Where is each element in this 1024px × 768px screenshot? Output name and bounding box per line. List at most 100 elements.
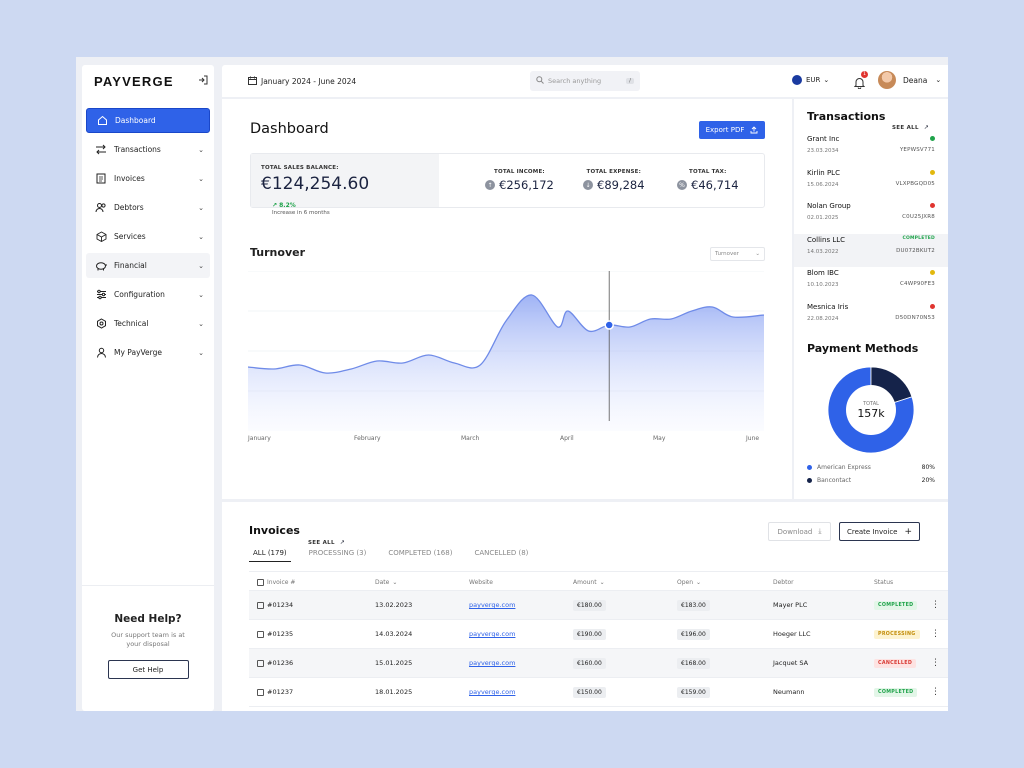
row-checkbox[interactable] (257, 630, 264, 638)
sidebar-item-technical[interactable]: Technical ⌄ (86, 311, 210, 336)
create-invoice-button[interactable]: Create Invoice + (839, 522, 920, 541)
cog-icon (94, 318, 108, 330)
chevron-down-icon: ⌄ (198, 174, 204, 183)
invoice-amount: €160.00 (573, 657, 606, 669)
sidebar-nav: Dashboard Transactions ⌄ Invoices ⌄ Debt… (82, 108, 214, 365)
table-row[interactable]: #01237 18.01.2025 payverge.com €150.00 €… (249, 678, 948, 707)
user-menu[interactable]: Deana ⌄ (878, 71, 941, 89)
row-checkbox[interactable] (257, 688, 264, 696)
sidebar-item-label: Financial (114, 261, 147, 270)
more-options-icon[interactable]: ⋮ (931, 629, 940, 639)
total-expense-label: TOTAL EXPENSE: (586, 169, 642, 175)
select-all-checkbox[interactable] (257, 578, 264, 586)
stats-card: TOTAL SALES BALANCE: €124,254.60 ↗ 8.2% … (250, 153, 765, 216)
more-options-icon[interactable]: ⋮ (931, 658, 940, 668)
sidebar-item-transactions[interactable]: Transactions ⌄ (86, 137, 210, 162)
tab-cancelled[interactable]: CANCELLED (8) (474, 549, 529, 557)
tab-all[interactable]: ALL (179) (249, 548, 291, 562)
payment-methods-donut[interactable]: TOTAL 157k (828, 367, 914, 453)
transaction-item[interactable]: Grant Inc 23.03.2034 YEPWSV771 (794, 133, 948, 167)
chart-highlight-point[interactable] (604, 320, 614, 330)
sidebar-item-dashboard[interactable]: Dashboard (86, 108, 210, 133)
column-header-date[interactable]: Date (375, 578, 390, 586)
more-options-icon[interactable]: ⋮ (931, 687, 940, 697)
table-row[interactable]: #01234 13.02.2023 payverge.com €180.00 €… (249, 591, 948, 620)
status-dot (930, 203, 935, 209)
legend-pct: 80% (921, 464, 935, 471)
transaction-item[interactable]: Collins LLC 14.03.2022 COMPLETED DU072BK… (794, 233, 948, 268)
tab-completed[interactable]: COMPLETED (168) (388, 549, 453, 557)
sidebar-item-my-payverge[interactable]: My PayVerge ⌄ (86, 340, 210, 365)
row-checkbox[interactable] (257, 659, 264, 667)
see-all-label: SEE ALL (892, 125, 919, 131)
turnover-select[interactable]: Turnover ⌄ (710, 247, 765, 261)
transactions-see-all-link[interactable]: SEE ALL ↗ (892, 114, 929, 133)
transaction-item[interactable]: Blom IBC 10.10.2023 C4WP90FE3 (794, 267, 948, 301)
notifications-button[interactable]: 1 (853, 71, 868, 93)
piggy-bank-icon (94, 260, 108, 272)
turnover-chart[interactable] (248, 271, 768, 431)
percent-icon: % (677, 180, 687, 190)
status-badge: COMPLETED (874, 600, 918, 610)
chevron-down-icon: ⌄ (823, 76, 830, 84)
invoice-open: €183.00 (677, 599, 710, 611)
sidebar-item-label: Technical (114, 319, 149, 328)
search-shortcut: / (626, 78, 634, 84)
sidebar-item-services[interactable]: Services ⌄ (86, 224, 210, 249)
download-icon: ⤓ (818, 527, 822, 535)
legend-swatch (807, 465, 812, 470)
help-title: Need Help? (114, 613, 182, 625)
status-dot (930, 270, 935, 276)
status-badge: PROCESSING (874, 629, 920, 639)
date-range-picker[interactable]: January 2024 - June 2024 (248, 76, 356, 87)
tab-processing[interactable]: PROCESSING (3) (308, 549, 367, 557)
transactions-title: Transactions (807, 110, 886, 123)
sidebar-item-debtors[interactable]: Debtors ⌄ (86, 195, 210, 220)
collapse-sidebar-icon[interactable] (198, 75, 208, 88)
transfer-icon (94, 144, 108, 156)
table-row[interactable]: #01236 15.01.2025 payverge.com €160.00 €… (249, 649, 948, 678)
export-pdf-button[interactable]: Export PDF (699, 121, 765, 139)
transaction-item[interactable]: Kirlin PLC 15.06.2024 VLXPBGQD05 (794, 167, 948, 201)
more-options-icon[interactable]: ⋮ (931, 600, 940, 610)
status-badge: COMPLETED (902, 235, 935, 241)
turnover-area (248, 294, 764, 431)
turnover-line (248, 294, 765, 374)
search-input[interactable]: Search anything / (530, 71, 640, 91)
chevron-down-icon: ⌄ (755, 251, 760, 257)
invoices-see-all-link[interactable]: SEE ALL ↗ (308, 529, 345, 548)
invoice-debtor: Mayer PLC (773, 601, 808, 609)
payment-methods-title: Payment Methods (807, 342, 919, 355)
column-header-amount[interactable]: Amount (573, 578, 597, 586)
currency-selector[interactable]: EUR ⌄ (792, 75, 829, 85)
column-header-open[interactable]: Open (677, 578, 694, 586)
get-help-button[interactable]: Get Help (107, 660, 189, 679)
table-row[interactable]: #01235 14.03.2024 payverge.com €190.00 €… (249, 620, 948, 649)
invoice-amount: €190.00 (573, 628, 606, 640)
help-text: Our support team is at your disposal (111, 631, 185, 648)
invoices-title: Invoices (249, 524, 300, 537)
invoice-website-link[interactable]: payverge.com (469, 601, 516, 609)
transaction-date: 14.03.2022 (807, 248, 839, 255)
transaction-item[interactable]: Nolan Group 02.01.2025 C0U25JXR8 (794, 200, 948, 234)
status-badge: CANCELLED (874, 658, 917, 668)
date-range-label: January 2024 - June 2024 (261, 77, 357, 86)
sidebar-item-invoices[interactable]: Invoices ⌄ (86, 166, 210, 191)
sort-icon: ⌄ (392, 578, 398, 586)
dashboard-panel: Dashboard Export PDF TOTAL SALES BALANCE… (222, 99, 792, 499)
sidebar-item-configuration[interactable]: Configuration ⌄ (86, 282, 210, 307)
transaction-item[interactable]: Mesnica Iris 22.08.2024 D50DN70N53 (794, 301, 948, 335)
sidebar-item-financial[interactable]: Financial ⌄ (86, 253, 210, 278)
x-axis-label: January (248, 435, 271, 442)
invoice-debtor: Hoeger LLC (773, 630, 811, 638)
status-badge: COMPLETED (874, 687, 918, 697)
invoice-website-link[interactable]: payverge.com (469, 688, 516, 696)
row-checkbox[interactable] (257, 601, 264, 609)
x-axis-label: June (746, 435, 760, 442)
invoice-website-link[interactable]: payverge.com (469, 659, 516, 667)
download-button[interactable]: Download ⤓ (768, 522, 831, 541)
download-label: Download (777, 527, 813, 536)
invoices-table: Invoice # Date ⌄ Website Amount ⌄ Open ⌄ De… (249, 571, 948, 707)
invoice-website-link[interactable]: payverge.com (469, 630, 516, 638)
sidebar-item-label: Configuration (114, 290, 165, 299)
